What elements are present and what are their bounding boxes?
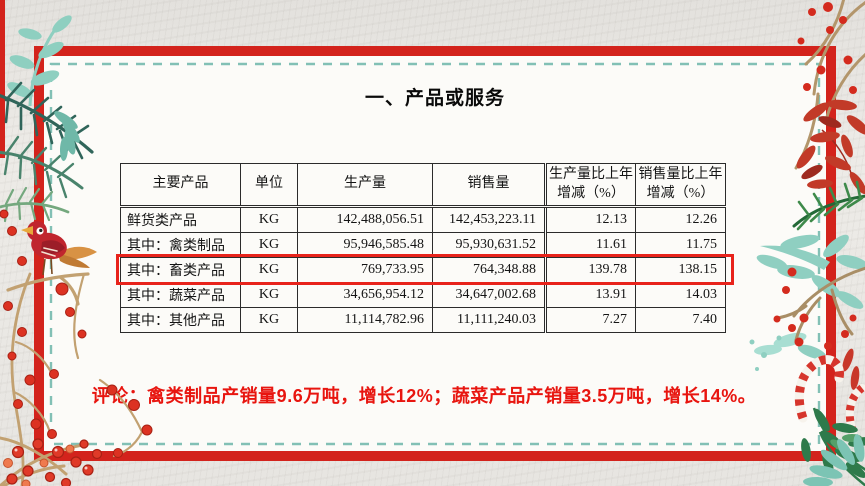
red-frame-border (34, 46, 836, 461)
red-leaves-icon (842, 348, 860, 390)
candy-cane-icon (845, 384, 865, 436)
left-edge-strip (0, 0, 5, 158)
